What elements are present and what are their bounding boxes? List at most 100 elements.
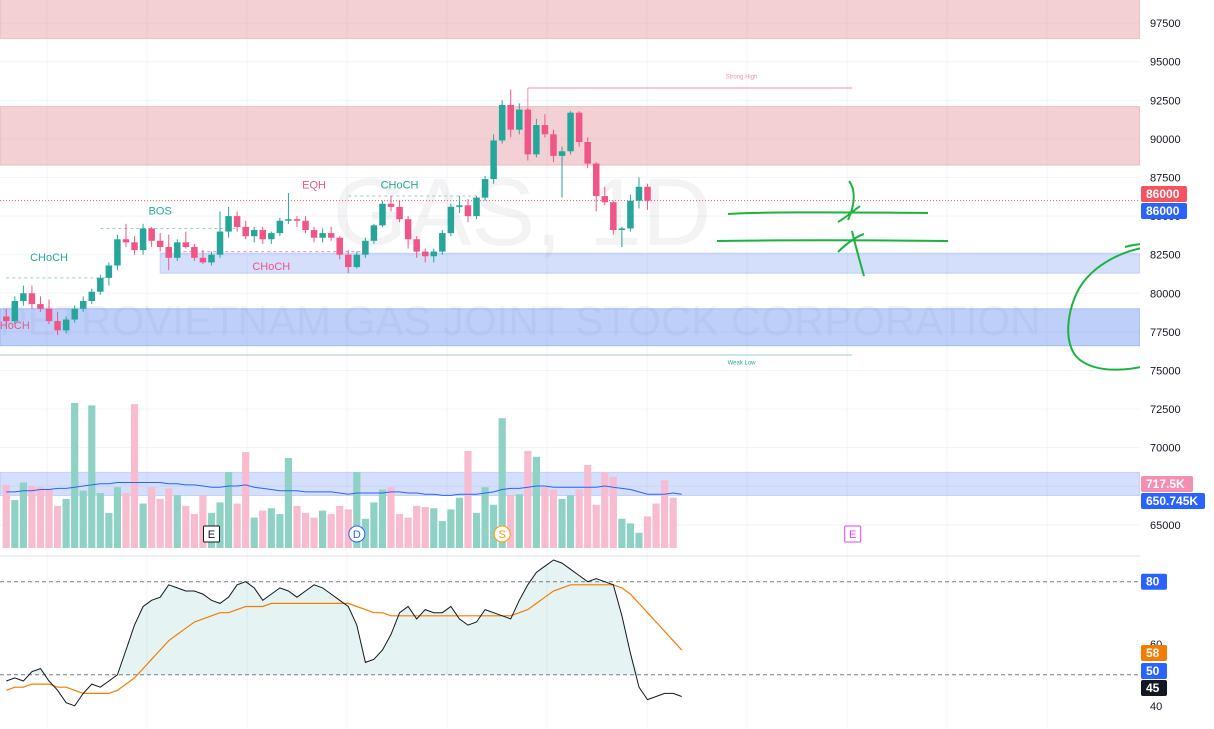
candle-body (54, 321, 61, 331)
candle-body (250, 230, 258, 237)
volume-bar (455, 497, 464, 548)
market-structure-lines (0, 87, 1140, 356)
event-marker[interactable]: E (202, 525, 220, 543)
volume-tag: 717.5K (1141, 476, 1193, 492)
volume-tag-text: 717.5K (1146, 477, 1185, 491)
candle-body (310, 230, 318, 238)
price-tick-label: 90000 (1150, 134, 1181, 146)
earnings-icon (844, 525, 862, 543)
candle-body (131, 242, 138, 251)
watermark-symbol: GAS, 1D (333, 159, 712, 266)
volume-bar (259, 510, 267, 548)
volume-bar (421, 507, 429, 548)
candle-body (379, 203, 386, 226)
volume-bar (507, 495, 515, 548)
drawn-line-lower (716, 239, 949, 242)
candle-body (387, 203, 395, 207)
volume-bar (643, 516, 652, 548)
zone-demand (159, 252, 1141, 274)
candle-body (592, 163, 600, 197)
rsi-upper-tag-bg (1141, 573, 1167, 590)
volume-bar (387, 487, 395, 548)
volume-bar (233, 503, 241, 548)
price-axis[interactable]: 9750095000925009000087500850008250080000… (1140, 0, 1214, 729)
event-marker-letter: D (353, 529, 361, 541)
volume-bar (267, 508, 275, 548)
candle-body (174, 242, 181, 258)
volume-bar (199, 495, 207, 548)
volume-bar (156, 498, 164, 548)
candle-body (3, 316, 10, 322)
volume-bar (490, 504, 498, 548)
volume-bar (2, 484, 10, 548)
candle-body (88, 291, 96, 302)
last-price-tag: 86000 (1141, 186, 1187, 202)
price-tick-label: 72500 (1150, 404, 1181, 416)
event-marker[interactable]: D (348, 525, 366, 543)
earnings-icon (202, 525, 220, 543)
rsi-value-tag-text: 45 (1146, 681, 1160, 695)
rsi-value-tag: 45 (1141, 680, 1167, 696)
price-tick-label: 70000 (1150, 443, 1181, 455)
rsi-upper-tag-text: 80 (1146, 575, 1160, 589)
annotation-label: CHoCH (381, 179, 419, 191)
volume-bar (575, 489, 583, 548)
rsi-middle-tag-text: 50 (1146, 664, 1160, 678)
candle-body (156, 240, 164, 247)
volume-bar (413, 505, 421, 548)
annotation-label: Strong High (726, 75, 758, 81)
close-price-tag: 86000 (1141, 203, 1187, 219)
volume-bar (515, 494, 523, 548)
volume-bar (618, 518, 626, 548)
price-tick-label: 80000 (1150, 288, 1181, 300)
event-marker[interactable]: E (844, 525, 862, 543)
volume-bar (404, 517, 412, 548)
volume-bar (464, 450, 472, 548)
drawn-arrow-bottom (837, 230, 865, 277)
candle-body (353, 254, 361, 268)
volume-bar (139, 503, 147, 548)
rsi-pane (0, 559, 1140, 707)
volume-bar (293, 505, 301, 548)
volume-bar (336, 505, 344, 548)
drawn-arrow-top (837, 180, 861, 223)
price-tick-label: 65000 (1150, 520, 1181, 532)
drawn-line-upper (727, 211, 929, 215)
volume-bar (113, 487, 122, 548)
candle-body (370, 225, 378, 241)
volume-bar (566, 495, 575, 548)
volume-bar (635, 532, 643, 548)
candle-body (541, 125, 549, 135)
price-tick-label: 87500 (1150, 173, 1181, 185)
candle-body (199, 257, 207, 263)
rsi-fill (6, 560, 682, 675)
volume-bar (395, 514, 404, 548)
symbol-watermark: GAS, 1D PETROVIETNAM GAS JOINT STOCK COR… (0, 159, 1040, 344)
volume-bar (541, 487, 549, 548)
candle-body (139, 228, 147, 251)
volume-bar (242, 452, 250, 548)
event-marker[interactable]: S (493, 525, 511, 543)
volume-bar (36, 487, 45, 548)
candle-body (114, 239, 121, 266)
volume-bar (88, 405, 96, 548)
volume-bar (592, 504, 600, 548)
candle-body (336, 237, 343, 255)
candle-body (276, 220, 284, 234)
volume-bar (71, 403, 79, 548)
candle-body (302, 220, 309, 231)
volume-bar (609, 476, 617, 548)
candle-body (191, 246, 198, 258)
candle-body (627, 200, 634, 229)
candle-body (259, 230, 267, 240)
candle-body (20, 293, 27, 302)
candle-body (45, 308, 53, 322)
candle-body (644, 186, 651, 201)
volume-bar (498, 418, 506, 548)
rsi-tick-label: 40 (1150, 701, 1162, 713)
candle-body (498, 104, 506, 141)
candle-body (610, 202, 617, 231)
price-tick-label: 92500 (1150, 95, 1181, 107)
